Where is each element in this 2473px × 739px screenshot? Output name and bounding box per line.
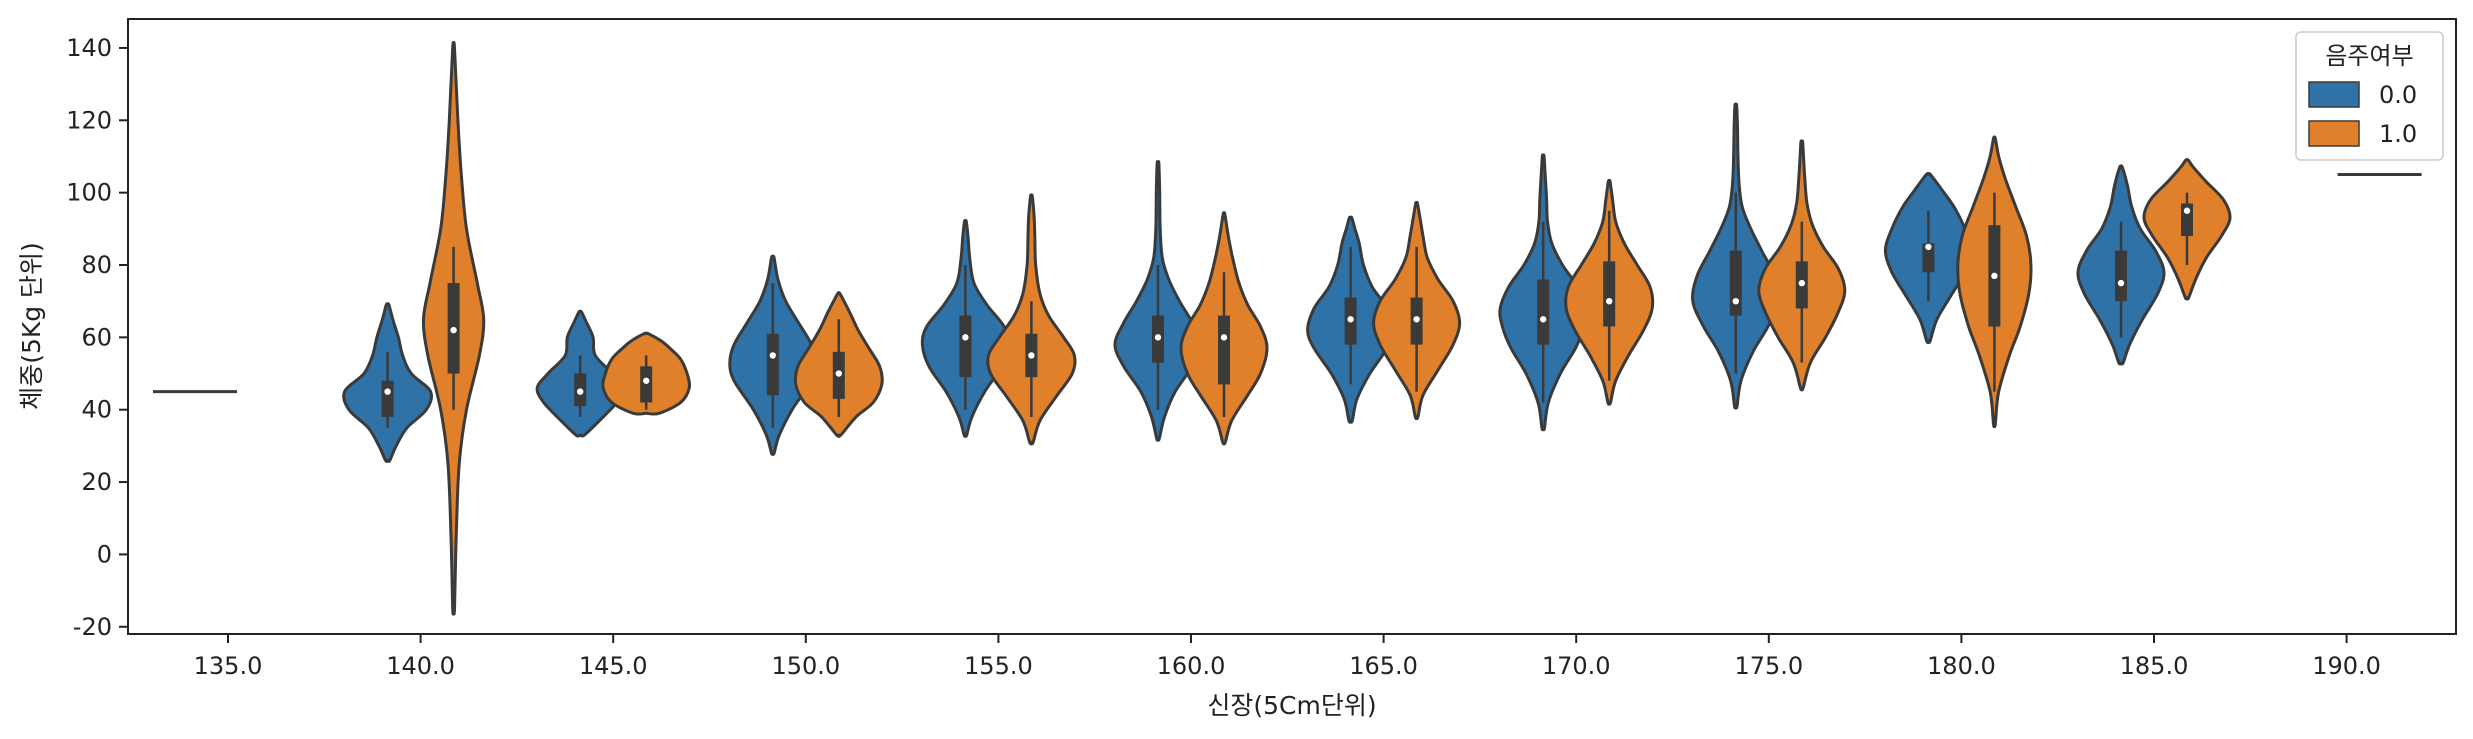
legend-label: 1.0: [2379, 120, 2417, 148]
violin-iqr-box: [959, 315, 972, 378]
y-tick-label: 80: [81, 251, 112, 279]
x-tick-label: 170.0: [1542, 652, 1611, 680]
violin-median-dot: [1413, 316, 1420, 323]
violin-median-dot: [2117, 279, 2125, 287]
violin-median-dot: [450, 326, 457, 334]
violin-median-dot: [835, 370, 842, 377]
violin-median-dot: [1347, 316, 1354, 323]
violins-layer: [153, 41, 2422, 616]
violin-median-dot: [1154, 334, 1162, 341]
violin-iqr-box: [1729, 250, 1742, 316]
y-tick-label: 0: [97, 540, 112, 568]
y-tick-label: -20: [73, 613, 112, 641]
violin-median-dot: [1606, 297, 1613, 305]
violin-median-dot: [962, 334, 969, 341]
y-tick-label: 40: [81, 396, 112, 424]
x-tick-label: 190.0: [2312, 652, 2381, 680]
x-tick-label: 160.0: [1157, 652, 1226, 680]
violin-median-dot: [1798, 279, 1806, 287]
violin-iqr-box: [1218, 315, 1230, 385]
y-tick-label: 100: [66, 179, 112, 207]
violin-iqr-box: [1603, 261, 1616, 327]
x-tick-label: 175.0: [1734, 652, 1803, 680]
violin-iqr-box: [381, 380, 394, 417]
legend-swatch: [2308, 120, 2360, 147]
violin-median-dot: [1991, 272, 1998, 280]
legend-swatch: [2308, 81, 2360, 108]
violin-median-dot: [1540, 316, 1547, 323]
violin-median-dot: [384, 388, 391, 395]
violin-median-dot: [1732, 297, 1740, 305]
y-tick-label: 60: [81, 323, 112, 351]
y-axis: -20 0 20 40 60 80 100 120 140: [66, 34, 128, 641]
violin-median-dot: [1028, 352, 1035, 359]
violin-median-dot: [1925, 243, 1932, 251]
legend-title: 음주여부: [2325, 42, 2413, 70]
violin-iqr-box: [1922, 243, 1935, 273]
x-tick-label: 145.0: [579, 652, 648, 680]
violin-iqr-box: [640, 366, 653, 403]
x-tick-label: 135.0: [194, 652, 263, 680]
y-tick-label: 140: [66, 34, 112, 62]
x-tick-label: 180.0: [1927, 652, 1996, 680]
x-tick-label: 165.0: [1349, 652, 1418, 680]
violin-median-dot: [643, 377, 650, 384]
y-tick-label: 120: [66, 106, 112, 134]
violin-median-dot: [2183, 207, 2191, 214]
violin-iqr-box: [766, 333, 779, 396]
x-tick-label: 140.0: [386, 652, 455, 680]
x-axis-label: 신장(5Cm단위): [1207, 691, 1376, 720]
violin-iqr-box: [1537, 279, 1550, 345]
y-tick-label: 20: [81, 468, 112, 496]
x-tick-label: 150.0: [771, 652, 840, 680]
violin-iqr-box: [2115, 250, 2127, 302]
plot-frame: [127, 18, 2457, 635]
legend: 음주여부 0.0 1.0: [2295, 31, 2444, 161]
x-tick-label: 185.0: [2120, 652, 2189, 680]
violin-median-dot: [577, 388, 584, 395]
violin-median-dot: [1220, 334, 1228, 341]
legend-label: 0.0: [2379, 81, 2417, 109]
x-tick-label: 155.0: [964, 652, 1033, 680]
violin-median-dot: [769, 352, 776, 359]
y-axis-label: 체중(5Kg 단위): [17, 242, 46, 410]
x-axis: 135.0 140.0 145.0 150.0 155.0 160.0 165.0 170.0…: [194, 634, 2381, 680]
